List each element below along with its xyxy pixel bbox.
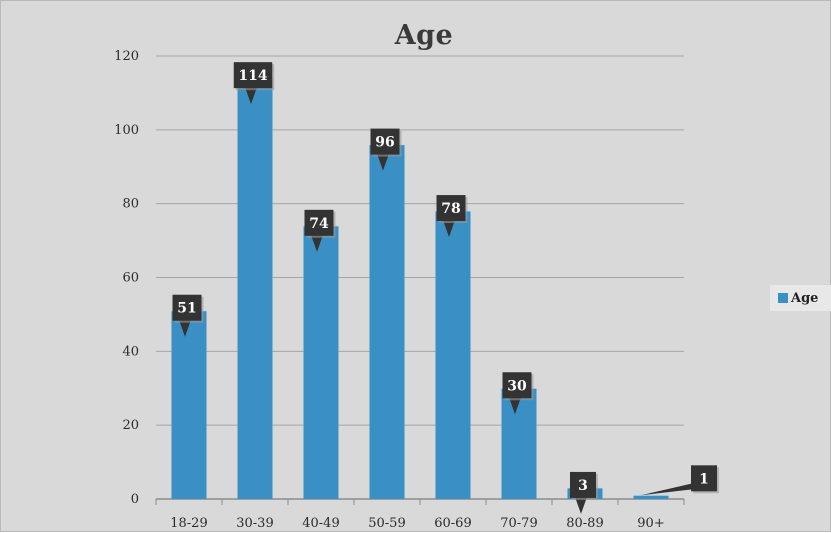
x-tick-label: 40-49 (302, 516, 339, 531)
x-tick-label: 90+ (637, 516, 664, 531)
data-label-box (172, 294, 202, 321)
bar (501, 388, 537, 499)
data-label-pointer (443, 220, 455, 238)
data-label-pointer (575, 496, 587, 514)
data-label-pointer (641, 483, 693, 496)
data-label-pointer (377, 153, 389, 171)
legend-label: Age (791, 290, 819, 306)
data-label-box (370, 128, 400, 155)
y-tick-label: 120 (114, 49, 139, 64)
chart-title: Age (394, 20, 454, 51)
y-tick-label: 0 (131, 492, 139, 507)
data-label: 78 (441, 201, 460, 217)
data-label: 51 (177, 301, 196, 317)
bar (633, 495, 669, 499)
data-label: 96 (375, 135, 394, 151)
data-label: 74 (309, 216, 329, 232)
bar (435, 211, 471, 500)
x-tick-label: 60-69 (434, 516, 471, 531)
data-label-pointer (311, 234, 323, 252)
bar (237, 78, 273, 500)
data-label-pointer (245, 87, 257, 105)
y-tick-label: 60 (122, 271, 139, 286)
y-tick-label: 20 (122, 418, 139, 433)
data-label: 3 (578, 478, 588, 494)
x-tick-label: 70-79 (500, 516, 537, 531)
data-label-box (233, 62, 273, 89)
x-tick-label: 18-29 (170, 516, 207, 531)
data-label-box (502, 372, 532, 399)
data-label: 114 (238, 68, 267, 84)
x-tick-label: 30-39 (236, 516, 273, 531)
data-label-pointer (179, 319, 191, 337)
data-label-box (436, 195, 466, 222)
data-label: 1 (699, 471, 709, 487)
legend-swatch (778, 293, 788, 303)
data-label-box (691, 465, 717, 492)
data-label: 30 (507, 378, 527, 394)
data-label-box (570, 471, 596, 498)
y-tick-label: 40 (122, 344, 139, 359)
y-tick-label: 100 (114, 123, 139, 138)
bar (369, 144, 405, 499)
legend: Age (770, 285, 831, 311)
bar (303, 225, 339, 500)
data-label-pointer (509, 397, 521, 415)
y-tick-label: 80 (122, 197, 139, 212)
data-label-box (304, 209, 334, 236)
bar (171, 310, 207, 499)
x-tick-label: 50-59 (368, 516, 405, 531)
x-tick-label: 80-89 (566, 516, 603, 531)
